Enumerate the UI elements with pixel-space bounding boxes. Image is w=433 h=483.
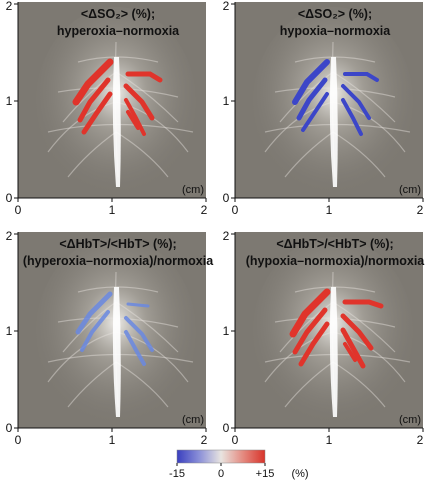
central-vessel [112,57,121,187]
y-tick: 2 [6,229,13,243]
x-tick: 1 [326,203,333,217]
y-tick: 0 [6,421,13,435]
panel-title-line1: <ΔSO₂> (%); [81,7,155,21]
x-tick: 0 [15,203,22,217]
x-tick: 1 [109,433,116,447]
axes-top-right [231,2,424,202]
colorbar-unit-label: (%) [291,468,308,480]
colorbar-min-label: -15 [169,468,185,480]
central-vessel [112,287,121,417]
x-tick: 2 [201,203,208,217]
x-tick: 0 [232,203,239,217]
y-tick: 1 [6,324,13,338]
colorbar: -15 0 +15 (%) [169,449,309,480]
panel-title-line2: hyperoxia–normoxia [57,24,180,38]
overlay-vessels [72,58,163,136]
unit-label: (cm) [182,414,204,426]
panel-top-left: <ΔSO₂> (%); hyperoxia–normoxia (cm) [18,2,206,198]
x-tick: 0 [232,433,239,447]
y-tick: 1 [223,324,230,338]
panel-bottom-left: <ΔHbT>/<HbT> (%); (hyperoxia–normoxia)/n… [18,232,214,428]
y-tick: 0 [223,421,230,435]
overlay-vessels [289,288,384,369]
axes-bottom-right [231,232,424,432]
y-tick: 1 [223,94,230,108]
central-vessel [329,287,338,417]
colorbar-gradient [176,449,266,464]
axes-bottom-left [14,232,207,432]
panel-title-line2: (hypoxia–normoxia)/normoxia [246,254,426,268]
x-tick: 1 [326,433,333,447]
y-tick: 2 [223,229,230,243]
y-tick: 1 [6,94,13,108]
x-tick: 2 [417,433,424,447]
x-tick: 1 [109,203,116,217]
panel-title-line2: hypoxia–normoxia [280,24,391,38]
tick-labels-bottom-right: 0 1 2 0 1 2 [223,229,424,447]
y-tick: 0 [223,191,230,205]
x-tick: 2 [201,433,208,447]
unit-label: (cm) [399,184,421,196]
panel-title-line2: (hyperoxia–normoxia)/normoxia [23,254,214,268]
tick-labels-top-right: 0 1 2 0 1 2 [223,0,424,217]
x-tick: 2 [417,203,424,217]
panel-title-line1: <ΔHbT>/<HbT> (%); [276,237,393,251]
y-tick: 0 [6,191,13,205]
colorbar-mid-label: 0 [218,468,224,480]
tick-labels-top-left: 0 1 2 0 1 2 [6,0,208,217]
tick-labels-bottom-left: 0 1 2 0 1 2 [6,229,208,447]
unit-label: (cm) [399,414,421,426]
y-tick: 2 [223,0,230,13]
unit-label: (cm) [182,184,204,196]
panel-top-right: <ΔSO₂> (%); hypoxia–normoxia (cm) [235,2,423,198]
axes-top-left [14,2,207,202]
x-tick: 0 [15,433,22,447]
overlay-vessels [292,59,379,136]
central-vessel [329,57,338,187]
colorbar-max-label: +15 [256,468,275,480]
panel-title-line1: <ΔSO₂> (%); [298,7,372,21]
panel-bottom-right: <ΔHbT>/<HbT> (%); (hypoxia–normoxia)/nor… [235,232,425,428]
y-tick: 2 [6,0,13,13]
overlay-vessels [75,291,154,366]
panel-title-line1: <ΔHbT>/<HbT> (%); [59,237,176,251]
